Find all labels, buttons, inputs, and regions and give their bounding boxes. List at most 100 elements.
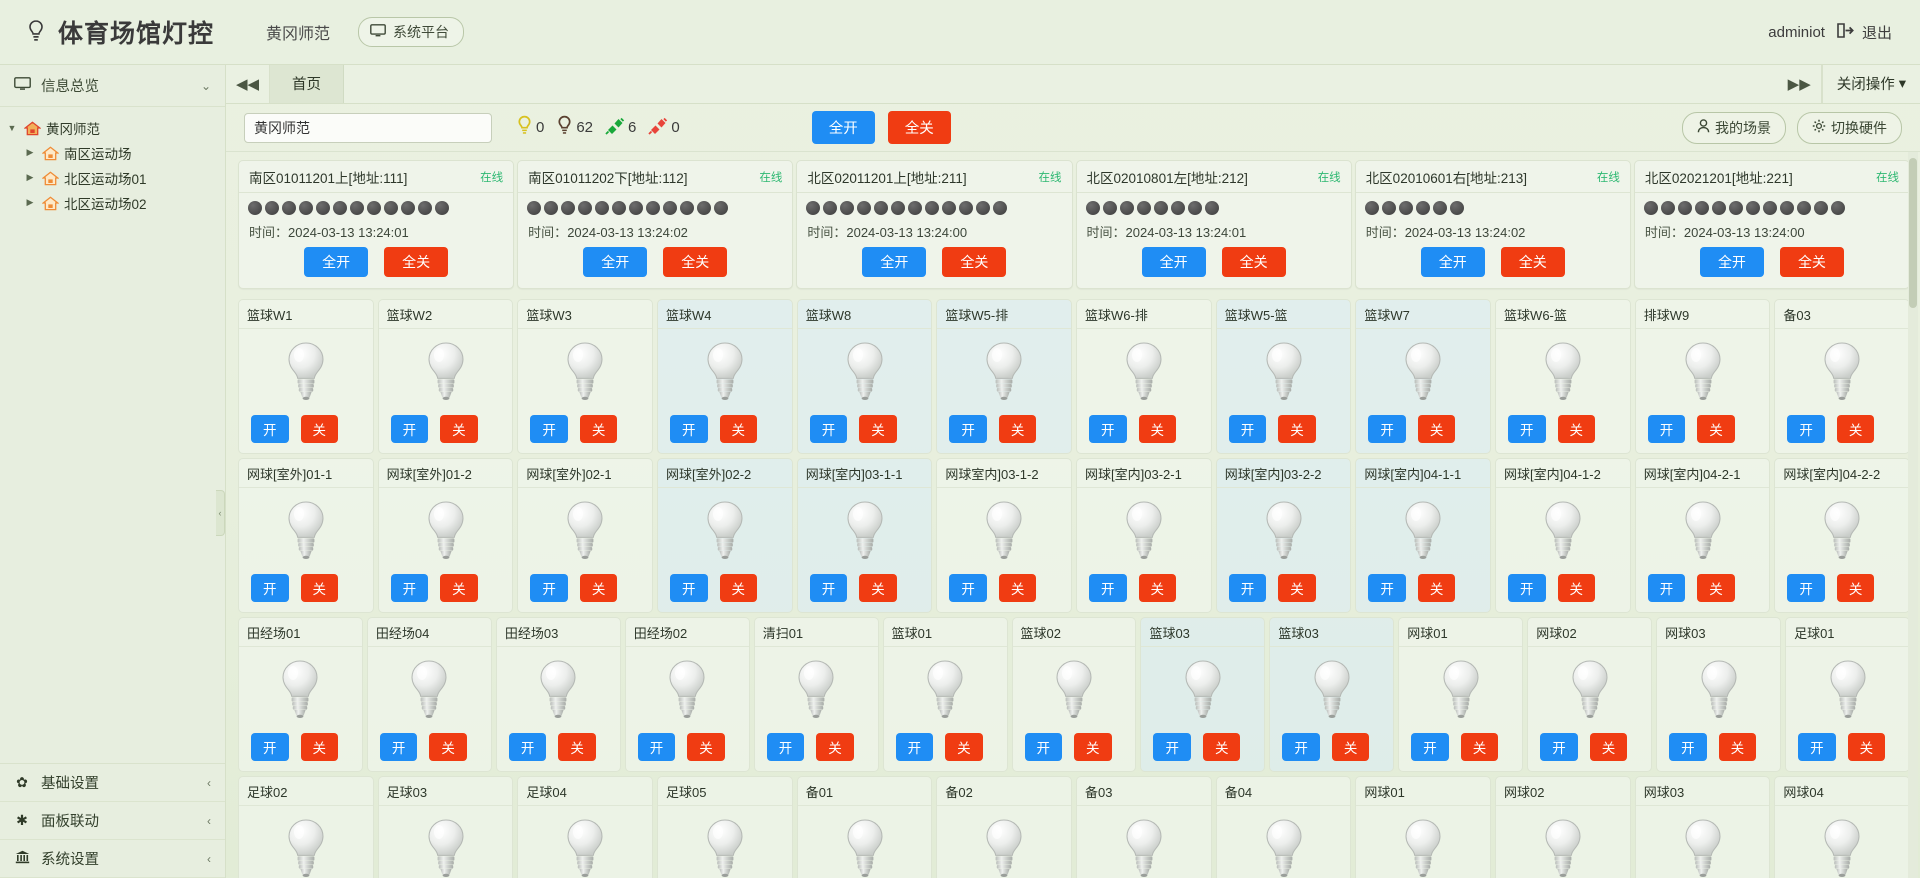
channel-indicator[interactable] — [680, 201, 695, 216]
channel-indicator[interactable] — [435, 201, 449, 216]
channel-indicator[interactable] — [942, 201, 957, 216]
channel-indicator[interactable] — [1398, 201, 1413, 216]
light-off-button[interactable]: 关 — [1138, 574, 1177, 603]
channel-indicator[interactable] — [248, 201, 262, 216]
channel-indicator[interactable] — [1643, 201, 1658, 216]
gateway-all-off-button[interactable]: 全关 — [663, 247, 728, 278]
channel-indicator[interactable] — [1728, 201, 1743, 216]
light-on-button[interactable]: 开 — [530, 415, 568, 444]
light-on-button[interactable]: 开 — [251, 733, 289, 762]
channel-indicator[interactable] — [908, 201, 923, 216]
all-off-button[interactable]: 全关 — [887, 111, 951, 145]
channel-indicator[interactable] — [663, 201, 678, 216]
channel-indicator[interactable] — [367, 201, 381, 216]
gateway-all-on-button[interactable]: 全开 — [304, 247, 369, 278]
light-on-button[interactable]: 开 — [1411, 733, 1449, 762]
channel-indicator[interactable] — [1102, 201, 1117, 216]
light-off-button[interactable]: 关 — [429, 733, 467, 762]
light-on-button[interactable]: 开 — [1508, 574, 1546, 603]
light-on-button[interactable]: 开 — [637, 733, 676, 762]
light-off-button[interactable]: 关 — [579, 574, 618, 603]
gateway-all-off-button[interactable]: 全关 — [1779, 247, 1844, 278]
light-off-button[interactable]: 关 — [300, 733, 338, 762]
gateway-all-on-button[interactable]: 全开 — [583, 247, 648, 278]
channel-indicator[interactable] — [1187, 201, 1202, 216]
light-on-button[interactable]: 开 — [1787, 415, 1825, 444]
light-on-button[interactable]: 开 — [1508, 415, 1546, 444]
expand-arrow-icon[interactable]: ▶ — [26, 172, 34, 182]
channel-indicator[interactable] — [646, 201, 661, 216]
channel-indicator[interactable] — [993, 201, 1008, 216]
light-off-button[interactable]: 关 — [998, 415, 1037, 444]
light-off-button[interactable]: 关 — [1557, 415, 1596, 444]
gateway-all-on-button[interactable]: 全开 — [1141, 247, 1206, 278]
gateway-all-on-button[interactable]: 全开 — [1420, 247, 1485, 278]
channel-indicator[interactable] — [1779, 201, 1794, 216]
expand-arrow-icon[interactable]: ▶ — [26, 197, 34, 207]
light-on-button[interactable]: 开 — [1089, 415, 1127, 444]
light-off-button[interactable]: 关 — [1697, 415, 1735, 444]
light-on-button[interactable]: 开 — [1228, 574, 1267, 603]
gateway-all-off-button[interactable]: 全关 — [1221, 247, 1286, 278]
light-on-button[interactable]: 开 — [1647, 415, 1686, 444]
vertical-scrollbar[interactable] — [1908, 152, 1918, 878]
gateway-all-on-button[interactable]: 全开 — [1699, 247, 1764, 278]
tree-node-root[interactable]: ▼ 黄冈师范 — [0, 115, 225, 140]
channel-indicator[interactable] — [265, 201, 279, 216]
channel-indicator[interactable] — [1813, 201, 1828, 216]
channel-indicator[interactable] — [333, 201, 347, 216]
tab-home[interactable]: 首页 — [270, 65, 344, 103]
light-off-button[interactable]: 关 — [945, 733, 983, 762]
channel-indicator[interactable] — [891, 201, 906, 216]
gateway-all-off-button[interactable]: 全关 — [384, 247, 449, 278]
light-on-button[interactable]: 开 — [530, 574, 568, 603]
light-off-button[interactable]: 关 — [1331, 733, 1370, 762]
channel-indicator[interactable] — [282, 201, 296, 216]
gateway-all-off-button[interactable]: 全关 — [942, 247, 1007, 278]
light-on-button[interactable]: 开 — [1368, 415, 1406, 444]
light-off-button[interactable]: 关 — [1417, 574, 1456, 603]
channel-indicator[interactable] — [595, 201, 610, 216]
light-on-button[interactable]: 开 — [1228, 415, 1267, 444]
light-on-button[interactable]: 开 — [1540, 733, 1578, 762]
light-on-button[interactable]: 开 — [1787, 574, 1825, 603]
channel-indicator[interactable] — [418, 201, 432, 216]
light-on-button[interactable]: 开 — [251, 574, 289, 603]
light-off-button[interactable]: 关 — [440, 415, 478, 444]
light-off-button[interactable]: 关 — [1074, 733, 1112, 762]
light-off-button[interactable]: 关 — [998, 574, 1037, 603]
channel-indicator[interactable] — [1660, 201, 1675, 216]
channel-indicator[interactable] — [612, 201, 627, 216]
channel-indicator[interactable] — [806, 201, 821, 216]
light-off-button[interactable]: 关 — [1460, 733, 1499, 762]
light-off-button[interactable]: 关 — [687, 733, 725, 762]
tabs-scroll-right-button[interactable]: ▶▶ — [1778, 65, 1822, 103]
channel-indicator[interactable] — [1381, 201, 1396, 216]
channel-indicator[interactable] — [527, 201, 542, 216]
tree-node-north-field-01[interactable]: ▶ 北区运动场01 — [0, 165, 225, 190]
light-on-button[interactable]: 开 — [251, 415, 289, 444]
channel-indicator[interactable] — [1830, 201, 1845, 216]
light-off-button[interactable]: 关 — [859, 415, 897, 444]
channel-indicator[interactable] — [561, 201, 576, 216]
light-off-button[interactable]: 关 — [1202, 733, 1241, 762]
light-on-button[interactable]: 开 — [1647, 574, 1686, 603]
light-off-button[interactable]: 关 — [300, 574, 338, 603]
channel-indicator[interactable] — [1432, 201, 1447, 216]
light-off-button[interactable]: 关 — [1138, 415, 1177, 444]
channel-indicator[interactable] — [1796, 201, 1811, 216]
channel-indicator[interactable] — [629, 201, 644, 216]
tree-node-north-field-02[interactable]: ▶ 北区运动场02 — [0, 190, 225, 215]
channel-indicator[interactable] — [1085, 201, 1100, 216]
sidebar-item-basic-settings[interactable]: ✿ 基础设置 ‹ — [0, 764, 225, 802]
channel-indicator[interactable] — [1170, 201, 1185, 216]
light-off-button[interactable]: 关 — [719, 415, 758, 444]
channel-indicator[interactable] — [1694, 201, 1709, 216]
channel-indicator[interactable] — [1449, 201, 1464, 216]
light-on-button[interactable]: 开 — [809, 574, 848, 603]
my-scene-button[interactable]: 我的场景 — [1682, 111, 1786, 144]
channel-indicator[interactable] — [1136, 201, 1151, 216]
light-off-button[interactable]: 关 — [1836, 574, 1875, 603]
light-on-button[interactable]: 开 — [949, 415, 987, 444]
light-off-button[interactable]: 关 — [579, 415, 618, 444]
